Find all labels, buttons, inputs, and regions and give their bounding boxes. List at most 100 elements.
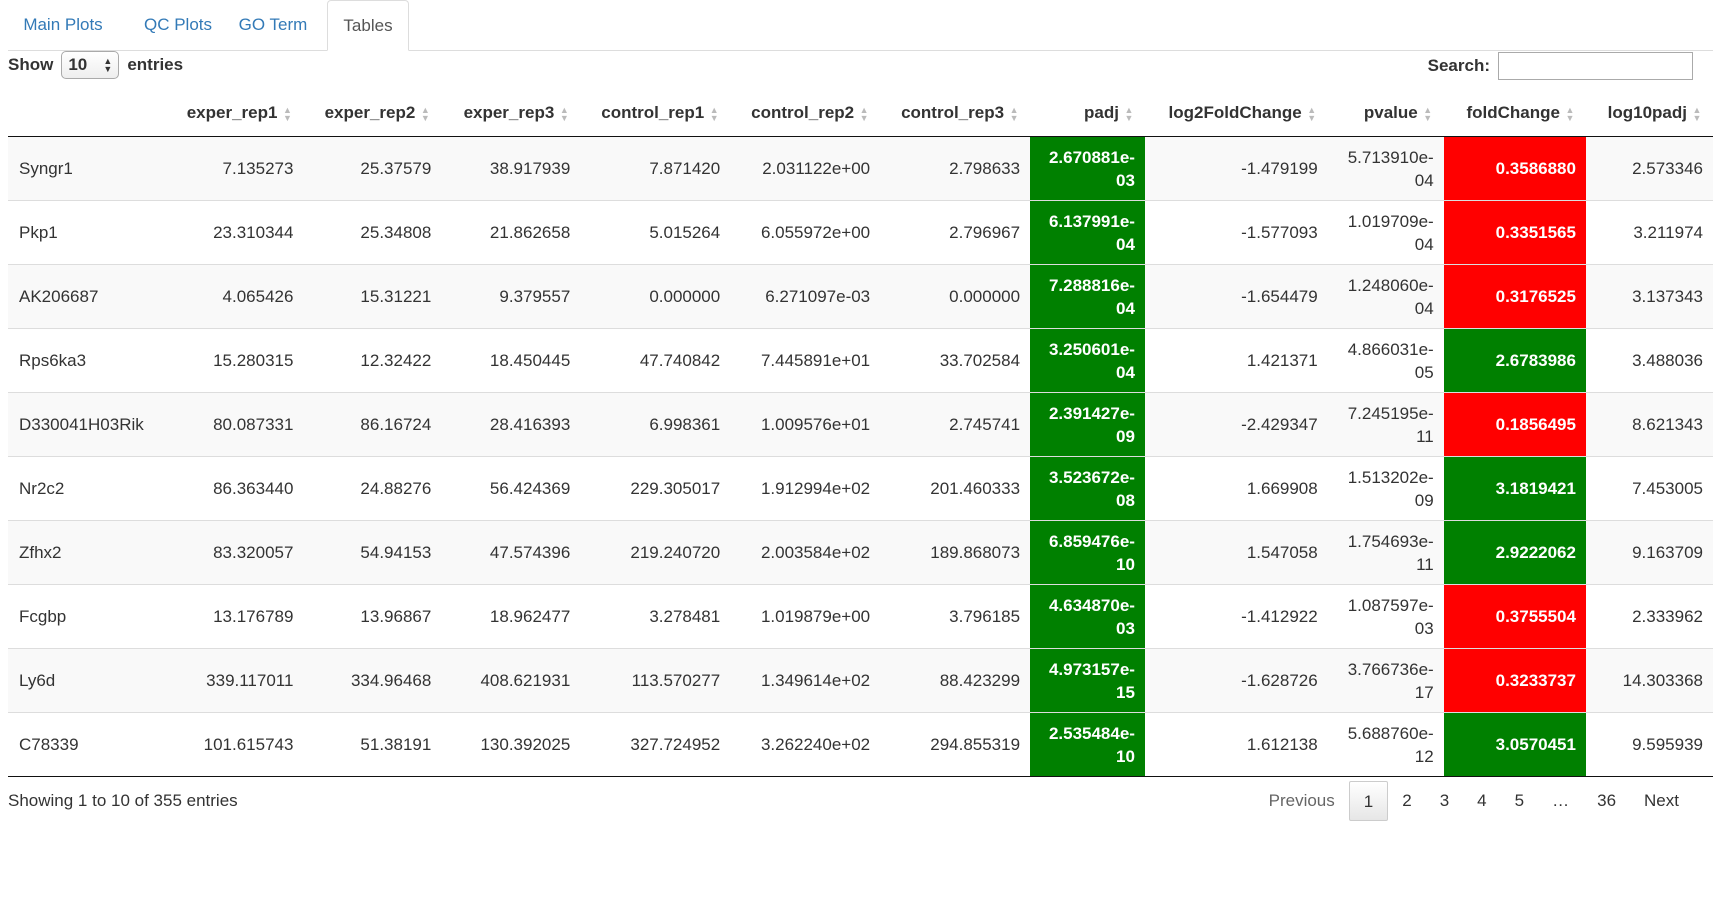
padj-cell: 6.859476e- 10 [1030,520,1145,585]
pvalue-cell: 7.245195e- 11 [1327,392,1444,457]
tab-tables[interactable]: Tables [327,0,409,51]
log2foldchange-cell: 1.421371 [1144,328,1328,393]
log10padj-cell: 3.211974 [1585,200,1713,265]
column-header-log10padj[interactable]: log10padj ▲ ▼ [1585,90,1713,137]
cell-line: 17 [1414,682,1434,702]
cell-line: 04 [1116,298,1135,318]
sort-icon: ▲ ▼ [559,104,569,123]
log2foldchange-cell: 1.612138 [1144,712,1328,777]
value-cell: 23.310344 [166,200,304,265]
search-label: Search: [1427,56,1490,75]
previous-button[interactable]: Previous [1268,791,1335,810]
cell-line: 12 [1414,746,1434,766]
page-button-2[interactable]: 2 [1402,791,1412,810]
cell-line: 6.137991e- [1048,211,1135,231]
table-row: Syngr1 7.135273 25.37579 38.917939 7.871420 2… [8,136,1713,201]
sort-icon: ▲ ▼ [1565,104,1575,123]
column-header-foldchange[interactable]: foldChange ▲ ▼ [1443,90,1586,137]
search-input[interactable] [1498,52,1693,80]
value-cell: 18.450445 [441,328,581,393]
tab-go-term[interactable]: GO Term [238,15,308,34]
log10padj-cell: 2.333962 [1585,584,1713,649]
cell-line: 03 [1414,618,1434,638]
pvalue-cell: 4.866031e- 05 [1327,328,1444,393]
value-cell: 1.009576e+01 [730,392,881,457]
tab-main-plots[interactable]: Main Plots [23,15,103,34]
log2foldchange-cell: -2.429347 [1144,392,1328,457]
sort-icon: ▲ ▼ [709,104,719,123]
page-button-3[interactable]: 3 [1439,791,1450,810]
entries-select-value: 10 [68,55,88,74]
gene-cell: Ly6d [8,648,167,713]
value-cell: 86.363440 [166,456,304,521]
value-cell: 38.917939 [441,136,581,201]
value-cell: 25.34808 [303,200,442,265]
log10padj-cell: 9.163709 [1585,520,1713,585]
cell-line: 5.713910e- [1347,147,1434,167]
sort-icon: ▲ ▼ [859,104,869,123]
page-button-4[interactable]: 4 [1477,791,1487,810]
cell-line: 1.754693e- [1347,531,1434,551]
cell-line: 1.513202e- [1347,467,1434,487]
padj-cell: 3.250601e- 04 [1030,328,1145,393]
padj-cell: 4.634870e- 03 [1030,584,1145,649]
log10padj-cell: 3.488036 [1585,328,1713,393]
next-button[interactable]: Next [1644,791,1679,810]
value-cell: 12.32422 [303,328,442,393]
column-header-control_rep1[interactable]: control_rep1 ▲ ▼ [580,90,731,137]
log2foldchange-cell: 1.547058 [1144,520,1328,585]
gene-cell: D330041H03Rik [8,392,167,457]
page-button-1[interactable]: 1 [1348,781,1389,821]
column-header-pvalue[interactable]: pvalue ▲ ▼ [1327,90,1444,137]
padj-cell: 2.670881e- 03 [1030,136,1145,201]
sort-icon: ▲ ▼ [282,104,292,123]
cell-line: 4.866031e- [1347,339,1434,359]
sort-icon: ▲ ▼ [1124,104,1134,123]
column-header-control_rep2[interactable]: control_rep2 ▲ ▼ [730,90,881,137]
cell-line: 3.523672e- [1048,467,1135,487]
cell-line: 03 [1116,618,1135,638]
column-header-exper_rep2[interactable]: exper_rep2 ▲ ▼ [303,90,442,137]
value-cell: 4.065426 [166,264,304,329]
column-header-exper_rep3[interactable]: exper_rep3 ▲ ▼ [441,90,581,137]
page-button-last[interactable]: 36 [1597,791,1617,810]
column-header-exper_rep1[interactable]: exper_rep1 ▲ ▼ [166,90,304,137]
pagination-ellipsis: … [1552,791,1570,810]
column-header-padj[interactable]: padj ▲ ▼ [1030,90,1145,137]
log2foldchange-cell: -1.412922 [1144,584,1328,649]
value-cell: 2.003584e+02 [730,520,881,585]
value-cell: 101.615743 [166,712,304,777]
value-cell: 3.278481 [580,584,731,649]
value-cell: 28.416393 [441,392,581,457]
column-header-label: log10padj [1607,103,1687,122]
table-row: AK206687 4.065426 15.31221 9.379557 0.000000… [8,264,1713,329]
column-header-gene [8,90,167,137]
value-cell: 2.031122e+00 [730,136,881,201]
sort-icon: ▲ ▼ [1009,104,1019,123]
padj-cell: 3.523672e- 08 [1030,456,1145,521]
value-cell: 3.262240e+02 [730,712,881,777]
column-header-log2foldchange[interactable]: log2FoldChange ▲ ▼ [1144,90,1328,137]
padj-cell: 4.973157e- 15 [1030,648,1145,713]
padj-cell: 6.137991e- 04 [1030,200,1145,265]
cell-line: 15 [1116,682,1135,702]
foldchange-cell: 0.3351565 [1443,200,1586,265]
sort-icon: ▲ ▼ [1423,104,1433,123]
cell-line: 04 [1116,234,1135,254]
table-row: C78339 101.615743 51.38191 130.392025 327.72… [8,712,1713,777]
cell-line: 04 [1414,298,1434,318]
value-cell: 13.176789 [166,584,304,649]
sort-icon: ▲ ▼ [420,104,430,123]
log10padj-cell: 9.595939 [1585,712,1713,777]
foldchange-cell: 2.6783986 [1443,328,1586,393]
entries-select[interactable]: 10 ▲ ▼ [61,51,120,79]
page-button-5[interactable]: 5 [1514,791,1525,810]
table-row: Rps6ka3 15.280315 12.32422 18.450445 47.7408… [8,328,1713,393]
pvalue-cell: 1.248060e- 04 [1327,264,1444,329]
cell-line: 7.245195e- [1347,403,1434,423]
value-cell: 54.94153 [303,520,442,585]
tab-qc-plots[interactable]: QC Plots [143,15,213,34]
value-cell: 294.855319 [880,712,1031,777]
column-header-control_rep3[interactable]: control_rep3 ▲ ▼ [880,90,1031,137]
gene-cell: Zfhx2 [8,520,167,585]
